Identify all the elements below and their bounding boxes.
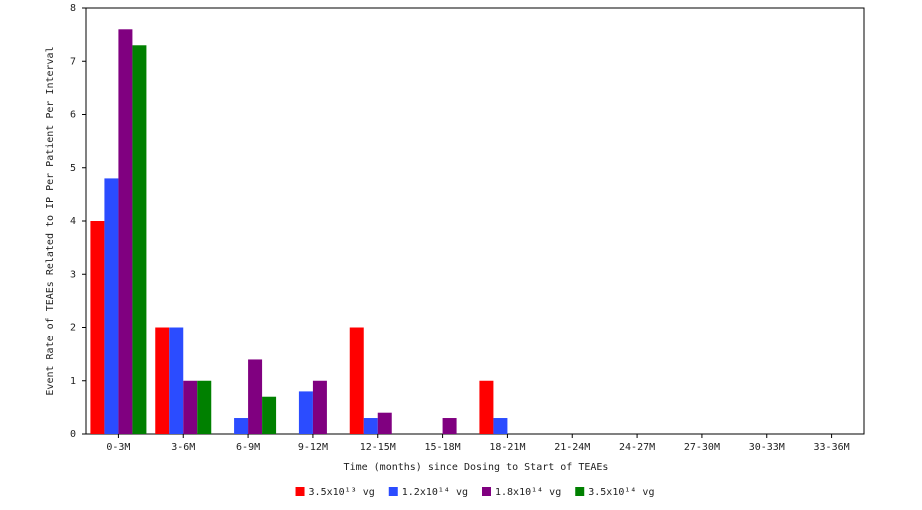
bar — [90, 221, 105, 434]
bar — [169, 327, 184, 434]
y-axis-label: Event Rate of TEAEs Related to IP Per Pa… — [45, 46, 56, 395]
y-tick-label: 7 — [70, 56, 76, 67]
bar — [442, 418, 457, 434]
x-tick-label: 24-27M — [619, 442, 655, 453]
plot-frame — [85, 7, 865, 435]
legend-label: 3.5x10¹⁴ vg — [588, 487, 654, 498]
legend-swatch — [388, 487, 398, 496]
bar — [493, 418, 508, 434]
bar — [349, 327, 364, 434]
bar — [118, 29, 133, 435]
bar — [248, 359, 263, 434]
y-tick-label: 8 — [70, 3, 76, 14]
bar — [312, 380, 327, 434]
bar — [197, 380, 212, 434]
legend-label: 1.8x10¹⁴ vg — [495, 487, 561, 498]
x-axis-label: Time (months) since Dosing to Start of T… — [344, 462, 609, 473]
y-tick-label: 6 — [70, 110, 76, 121]
y-tick-label: 4 — [70, 216, 76, 227]
bar — [298, 391, 313, 434]
x-tick-label: 6-9M — [236, 442, 260, 453]
bar — [104, 178, 119, 434]
x-tick-label: 9-12M — [298, 442, 328, 453]
bar — [363, 418, 378, 434]
legend-label: 1.2x10¹⁴ vg — [402, 487, 468, 498]
bar — [479, 380, 494, 434]
x-tick-label: 18-21M — [489, 442, 525, 453]
x-tick-label: 33-36M — [814, 442, 850, 453]
x-tick-label: 3-6M — [171, 442, 195, 453]
y-tick-label: 1 — [70, 376, 76, 387]
x-tick-label: 12-15M — [360, 442, 396, 453]
x-tick-label: 21-24M — [554, 442, 590, 453]
y-tick-label: 2 — [70, 323, 76, 334]
bar — [132, 45, 147, 435]
bar — [262, 396, 277, 434]
y-tick-label: 5 — [70, 163, 76, 174]
x-tick-label: 30-33M — [749, 442, 785, 453]
legend-label: 3.5x10¹³ vg — [309, 487, 375, 498]
y-tick-label: 3 — [70, 269, 76, 280]
legend-swatch — [295, 487, 305, 496]
bar — [155, 327, 170, 434]
y-tick-label: 0 — [70, 429, 76, 440]
x-tick-label: 27-30M — [684, 442, 720, 453]
bar — [183, 380, 198, 434]
bar — [234, 418, 249, 434]
legend-swatch — [575, 487, 585, 496]
x-tick-label: 0-3M — [106, 442, 130, 453]
bar — [377, 412, 392, 434]
x-tick-label: 15-18M — [425, 442, 461, 453]
legend-swatch — [482, 487, 491, 496]
